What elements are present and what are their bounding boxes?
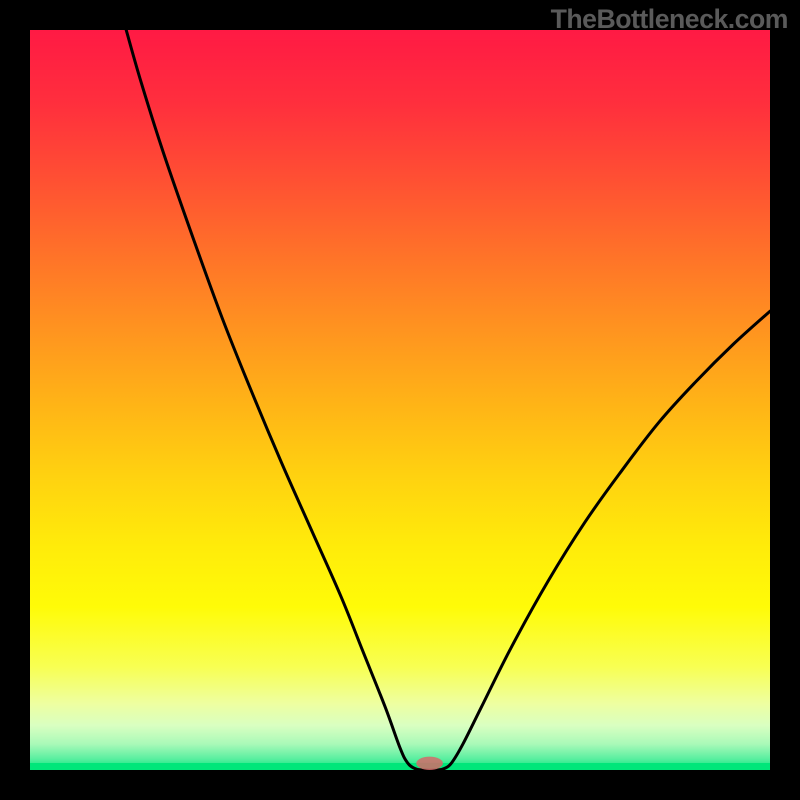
plot-area [30,30,770,770]
chart-root: TheBottleneck.com [0,0,800,800]
watermark-text: TheBottleneck.com [551,4,788,35]
optimal-point-marker [30,30,770,770]
